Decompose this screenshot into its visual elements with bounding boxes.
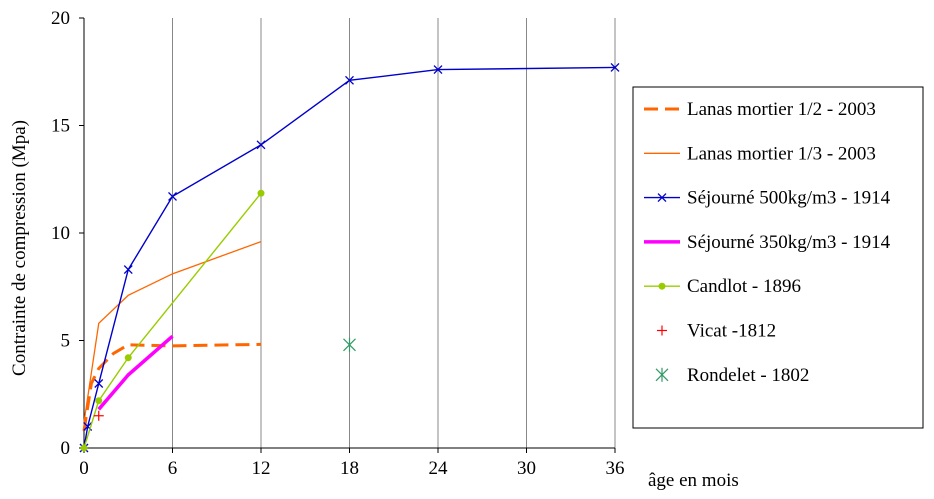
legend-box xyxy=(632,86,924,429)
series-lanas-mortier-1-2-2003 xyxy=(82,342,262,432)
point-marker xyxy=(80,444,88,452)
point-marker xyxy=(658,282,666,290)
point-marker-stroke xyxy=(610,62,620,72)
grid xyxy=(172,18,616,448)
legend-label: Séjourné 350kg/m3 - 1914 xyxy=(687,232,891,253)
legend-label: Candlot - 1896 xyxy=(687,276,801,297)
series-sejourne-350kg-m3-1914 xyxy=(97,334,174,411)
y-tick-label: 5 xyxy=(61,331,71,352)
y-tick-label: 20 xyxy=(51,8,70,29)
legend-item: Rondelet - 1802 xyxy=(655,365,809,386)
legend-label: Séjourné 500kg/m3 - 1914 xyxy=(687,188,891,209)
point-marker-stroke xyxy=(256,140,266,150)
axes: 0 6 12 18 24 30 36 0 5 10 15 20 xyxy=(51,8,625,479)
series-vicat-1812 xyxy=(93,410,104,421)
legend-item: Lanas mortier 1/3 - 2003 xyxy=(644,143,876,164)
point-marker xyxy=(256,140,266,150)
point-marker-stroke xyxy=(657,193,667,203)
point-marker xyxy=(257,189,265,197)
point-marker xyxy=(343,337,356,352)
series-line xyxy=(83,240,262,423)
y-tick-label: 0 xyxy=(61,438,71,459)
series-lanas-mortier-1-3-2003 xyxy=(83,240,262,423)
series-line xyxy=(97,334,174,411)
x-tick-label: 24 xyxy=(429,458,449,479)
point-marker xyxy=(657,193,667,203)
series-line xyxy=(83,192,262,449)
legend: Lanas mortier 1/2 - 2003 Lanas mortier 1/… xyxy=(632,86,924,429)
point-marker xyxy=(345,75,354,85)
point-marker xyxy=(433,65,443,75)
point-marker xyxy=(94,379,104,388)
x-tick-label: 12 xyxy=(252,458,271,479)
point-marker xyxy=(655,367,669,382)
legend-item: Lanas mortier 1/2 - 2003 xyxy=(644,99,876,120)
x-tick-label: 36 xyxy=(606,458,625,479)
point-marker xyxy=(168,191,177,201)
legend-item: Séjourné 500kg/m3 - 1914 xyxy=(644,188,891,209)
point-marker-stroke xyxy=(433,65,443,75)
point-marker xyxy=(123,265,133,275)
x-tick-label: 0 xyxy=(79,458,89,479)
legend-label: Lanas mortier 1/3 - 2003 xyxy=(687,143,876,164)
y-tick-label: 15 xyxy=(51,116,70,137)
legend-item: Candlot - 1896 xyxy=(644,276,801,297)
legend-label: Vicat -1812 xyxy=(687,321,776,342)
y-tick-label: 10 xyxy=(51,223,70,244)
legend-label: Lanas mortier 1/2 - 2003 xyxy=(687,99,876,120)
point-marker xyxy=(95,397,103,405)
x-axis-label: âge en mois xyxy=(648,470,739,491)
point-marker xyxy=(657,325,667,336)
plot-area xyxy=(79,62,620,453)
point-marker xyxy=(610,62,620,72)
legend-item: Vicat -1812 xyxy=(657,321,776,342)
series-candlot-1896 xyxy=(80,189,265,452)
legend-label: Rondelet - 1802 xyxy=(687,365,809,386)
series-rondelet-1802 xyxy=(343,337,356,352)
x-tick-label: 18 xyxy=(340,458,359,479)
legend-item: Séjourné 350kg/m3 - 1914 xyxy=(644,232,891,253)
x-tick-label: 6 xyxy=(168,458,178,479)
point-marker-stroke xyxy=(123,265,133,275)
series-line xyxy=(82,342,262,432)
point-marker-stroke xyxy=(83,422,93,431)
point-marker-stroke xyxy=(345,75,354,85)
point-marker-stroke xyxy=(94,379,104,388)
x-tick-label: 30 xyxy=(517,458,536,479)
y-axis-label: Contrainte de compression (Mpa) xyxy=(9,120,30,376)
point-marker-stroke xyxy=(168,191,177,201)
point-marker xyxy=(93,410,104,421)
point-marker xyxy=(124,354,132,362)
